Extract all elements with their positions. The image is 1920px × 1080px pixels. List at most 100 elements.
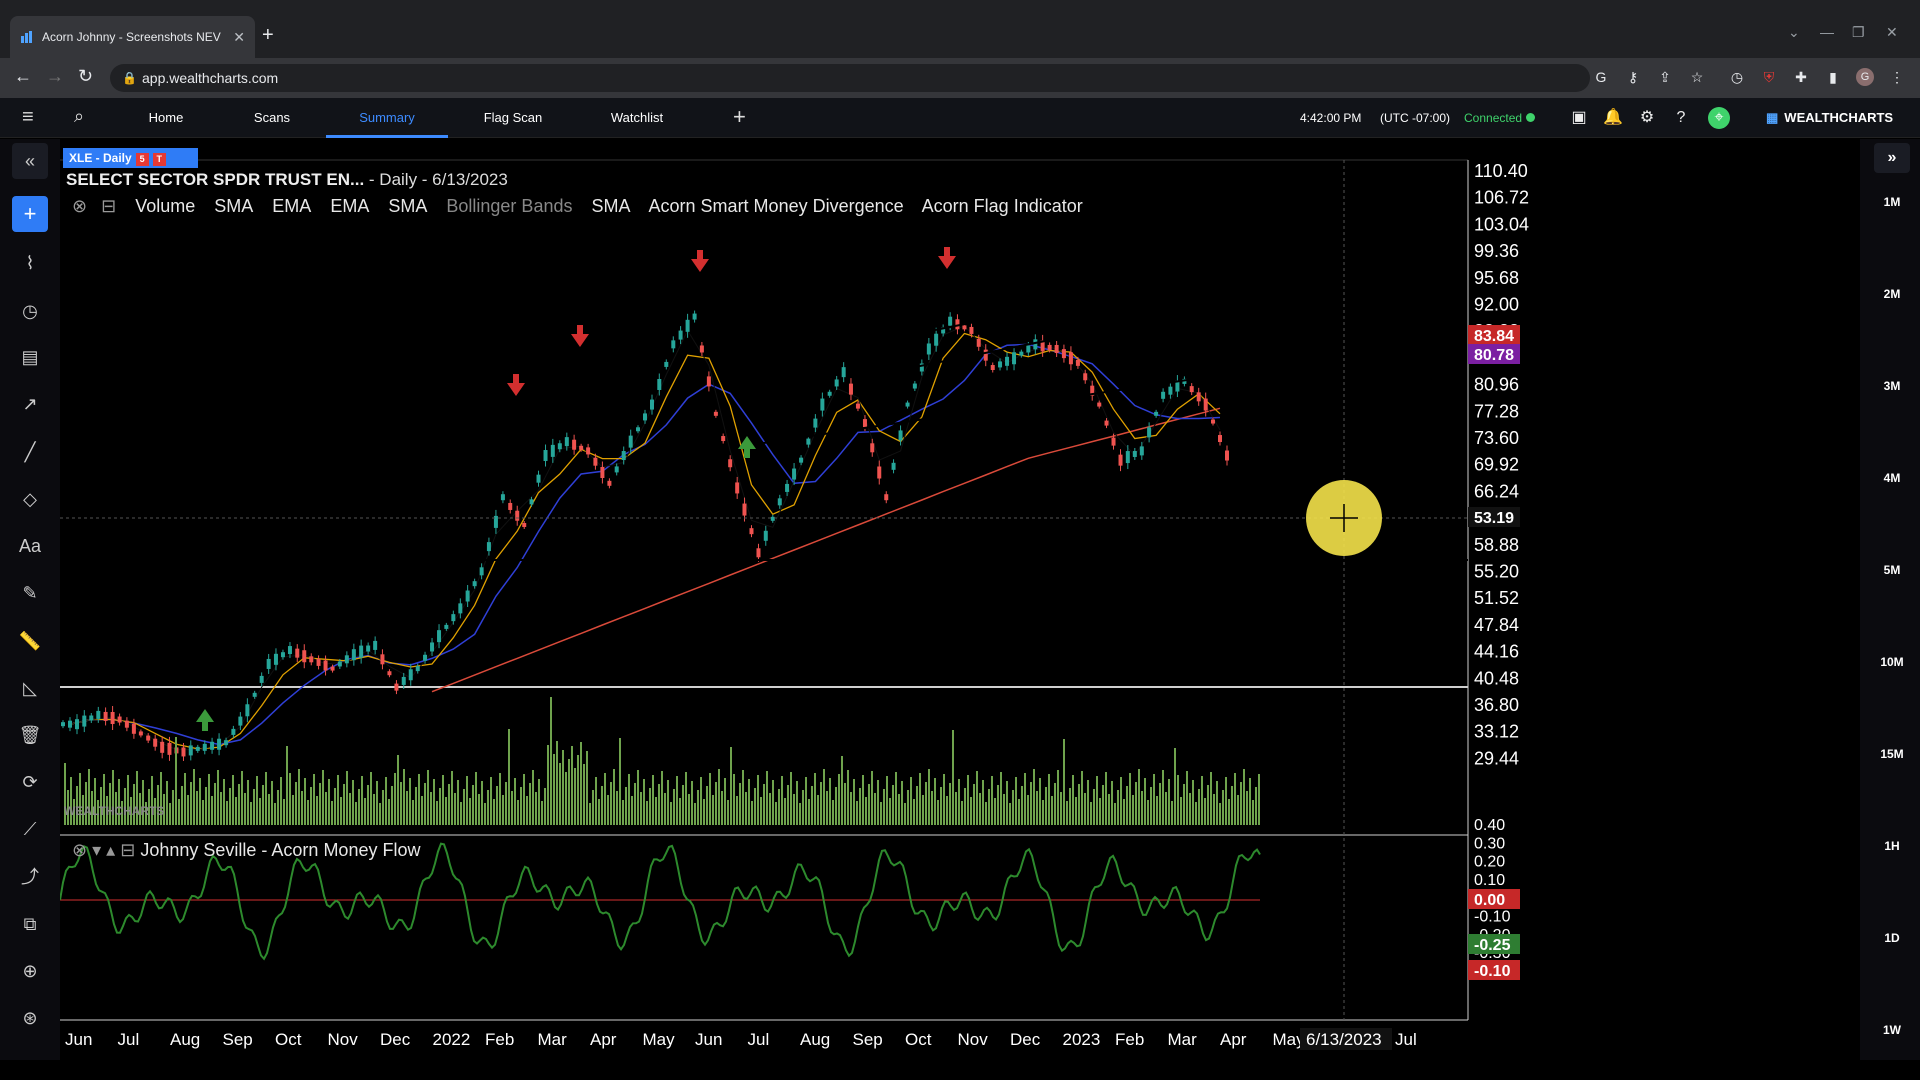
restore-icon[interactable]: ❐: [1852, 24, 1865, 40]
nav-flag-scan[interactable]: Flag Scan: [483, 110, 543, 125]
timeframe-4m[interactable]: 4M: [1883, 471, 1901, 485]
candle-body: [770, 516, 775, 521]
volume-bar: [850, 792, 852, 825]
save-icon[interactable]: ▣: [1571, 109, 1587, 126]
forward-icon[interactable]: →: [46, 66, 64, 86]
volume-bar: [634, 783, 636, 825]
help-icon[interactable]: ?: [1676, 109, 1686, 126]
legend-sma-2[interactable]: SMA: [388, 196, 428, 216]
target-icon[interactable]: ⊕: [22, 961, 38, 981]
volume-bar: [385, 777, 387, 825]
collapse-indicator-icon[interactable]: ⊟: [101, 196, 117, 216]
add-tab-icon[interactable]: +: [733, 104, 746, 129]
timeframe-5m[interactable]: 5M: [1883, 563, 1901, 577]
gear-icon[interactable]: ⚙: [1639, 109, 1655, 126]
candle-body: [763, 530, 768, 541]
volume-bar: [1012, 790, 1014, 825]
candle-body: [664, 361, 669, 367]
symbol-tag[interactable]: XLE - Daily 5 T: [63, 148, 198, 168]
hamburger-menu-icon[interactable]: ≡: [22, 106, 34, 128]
legend-volume[interactable]: Volume: [135, 196, 196, 216]
indicators-icon[interactable]: ⌇: [25, 253, 35, 273]
volume-bar: [1027, 795, 1029, 825]
move-down-icon[interactable]: ▾: [92, 840, 102, 860]
timeframe-2m[interactable]: 2M: [1883, 287, 1901, 301]
timeframe-15m[interactable]: 15M: [1880, 747, 1904, 761]
legend-flag-indicator[interactable]: Acorn Flag Indicator: [921, 196, 1083, 216]
google-icon[interactable]: G: [1595, 69, 1607, 85]
measure-icon[interactable]: ◺: [23, 678, 37, 698]
copy-icon[interactable]: ⧉: [23, 914, 37, 934]
puzzle-icon[interactable]: ✚: [1795, 69, 1807, 85]
bookmark-star-icon[interactable]: ☆: [1690, 69, 1704, 85]
remove-indicator-icon[interactable]: ⊗: [72, 196, 88, 216]
nav-watchlist[interactable]: Watchlist: [610, 110, 664, 125]
search-icon[interactable]: ⌕: [74, 106, 85, 126]
trend-icon[interactable]: ↗: [22, 394, 38, 414]
legend-bollinger[interactable]: Bollinger Bands: [446, 196, 573, 216]
ruler-icon[interactable]: 📏: [18, 631, 42, 651]
browser-menu-icon[interactable]: ⋮: [1890, 69, 1904, 85]
candle-body: [756, 548, 761, 558]
nav-summary[interactable]: Summary: [326, 98, 448, 138]
line-tool-icon[interactable]: ╱: [24, 442, 36, 462]
volume-bar: [1021, 786, 1023, 825]
pencil-icon[interactable]: ✎: [22, 583, 38, 603]
legend-smart-money[interactable]: Acorn Smart Money Divergence: [648, 196, 904, 216]
timeframe-1d[interactable]: 1D: [1884, 931, 1900, 945]
candle-body: [827, 391, 832, 396]
new-tab-icon[interactable]: +: [262, 24, 274, 46]
shapes-icon[interactable]: ◇: [23, 489, 37, 509]
minimize-icon[interactable]: —: [1820, 24, 1834, 40]
tab-search-icon[interactable]: ⌄: [1788, 24, 1800, 40]
volume-bar: [670, 802, 672, 825]
node-icon[interactable]: ⤴: [21, 867, 39, 887]
nav-home[interactable]: Home: [148, 110, 184, 125]
remove-pane-icon[interactable]: ⊗: [72, 840, 88, 860]
legend-ema-2[interactable]: EMA: [330, 196, 370, 216]
nav-scans[interactable]: Scans: [253, 110, 291, 125]
reload-icon[interactable]: ↻: [78, 66, 94, 86]
badge-t: T: [152, 153, 166, 166]
back-icon[interactable]: ←: [14, 66, 32, 86]
timeframe-3m[interactable]: 3M: [1883, 379, 1901, 393]
chart-svg[interactable]: 110.40106.72103.0499.3695.6892.0088.3284…: [60, 140, 1860, 1055]
share-icon[interactable]: ⇪: [1659, 69, 1671, 85]
collapse-left-icon[interactable]: «: [12, 143, 48, 179]
timeframe-1w[interactable]: 1W: [1883, 1023, 1901, 1037]
add-chart-icon[interactable]: +: [12, 196, 48, 232]
legend-sma-1[interactable]: SMA: [214, 196, 254, 216]
extension-shield-icon[interactable]: ⛨: [1763, 69, 1775, 85]
volume-bar: [958, 779, 960, 825]
text-tool-icon[interactable]: Aa: [18, 536, 42, 556]
chart-area[interactable]: 110.40106.72103.0499.3695.6892.0088.3284…: [60, 140, 1860, 1055]
url-field[interactable]: 🔒 app.wealthcharts.com: [110, 64, 1590, 92]
move-up-icon[interactable]: ▴: [106, 840, 116, 860]
legend-ema-1[interactable]: EMA: [272, 196, 312, 216]
bell-icon[interactable]: 🔔: [1603, 109, 1623, 126]
collapse-right-icon[interactable]: »: [1874, 143, 1910, 173]
timeframe-10m[interactable]: 10M: [1880, 655, 1904, 669]
refresh-icon[interactable]: ⟳: [22, 772, 38, 792]
volume-bar: [796, 781, 798, 825]
location-pin-icon[interactable]: ⌖: [1708, 107, 1730, 129]
volume-bar: [199, 778, 201, 825]
sidebar-icon[interactable]: ▮: [1829, 69, 1837, 85]
money-flow-title[interactable]: Johnny Seville - Acorn Money Flow: [140, 840, 421, 860]
key-icon[interactable]: ⚷: [1627, 69, 1639, 85]
profile-avatar-icon[interactable]: G: [1856, 68, 1874, 86]
timeframe-1h[interactable]: 1H: [1884, 839, 1900, 853]
browser-tab[interactable]: Acorn Johnny - Screenshots NEV ✕: [10, 16, 255, 58]
clock-icon[interactable]: ◷: [22, 301, 38, 321]
trash-icon[interactable]: 🗑: [18, 725, 42, 745]
close-tab-icon[interactable]: ✕: [233, 28, 245, 45]
volume-bar: [493, 799, 495, 825]
extension-timer-icon[interactable]: ◷: [1730, 69, 1744, 85]
timeframe-1m[interactable]: 1M: [1883, 195, 1901, 209]
close-window-icon[interactable]: ✕: [1886, 24, 1898, 40]
collapse-pane-icon[interactable]: ⊟: [120, 840, 136, 860]
chart-line-icon[interactable]: ⟋: [23, 819, 37, 839]
legend-sma-3[interactable]: SMA: [591, 196, 631, 216]
calendar-icon[interactable]: ▤: [21, 347, 39, 367]
globe-icon[interactable]: ⊛: [22, 1008, 38, 1028]
